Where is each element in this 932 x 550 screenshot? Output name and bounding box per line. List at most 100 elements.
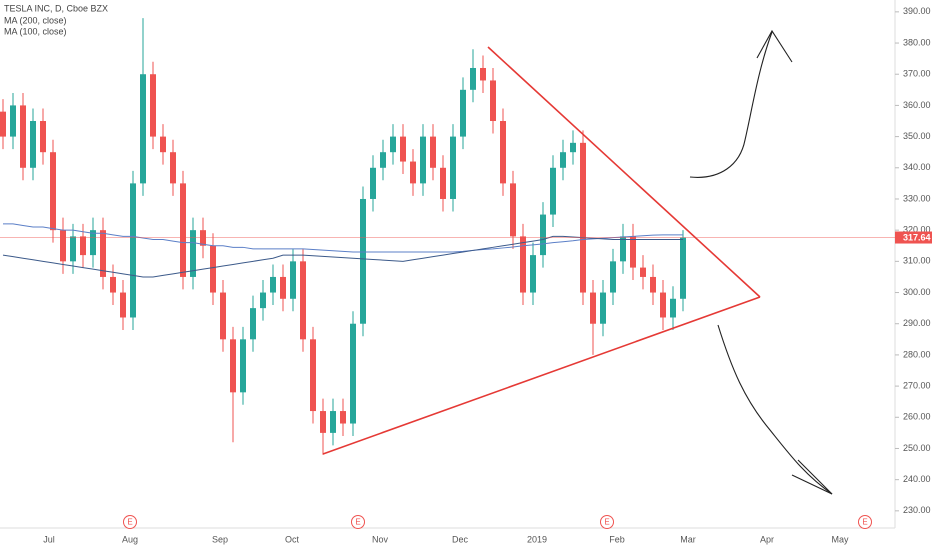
y-tick-label: 340.00 [903,162,931,172]
candle-body [140,74,146,184]
moving-average [2,235,683,278]
x-tick-label: Dec [452,534,469,544]
candle-body [0,111,6,137]
legend-entry: MA (100, close) [4,26,67,36]
candle-body [610,261,616,293]
y-tick-label: 390.00 [903,6,931,16]
candle-body [220,292,226,340]
candle-body [430,136,436,168]
candle-body [580,142,586,293]
legend: TESLA INC, D, Cboe BZX MA (200, close) M… [4,3,108,36]
earnings-label: E [862,518,867,527]
y-tick-label: 330.00 [903,193,931,203]
chart-title: TESLA INC, D, Cboe BZX [4,3,108,13]
candle-body [10,105,16,137]
candle-body [640,267,646,277]
earnings-badge [123,515,137,529]
legend-entry: MA (200, close) [4,15,67,25]
x-tick-label: Feb [609,534,625,544]
y-tick-label: 240.00 [903,474,931,484]
x-tick-label: Nov [372,534,389,544]
candle-body [210,245,216,293]
candle-body [190,230,196,277]
candle-body [300,261,306,340]
hand-arrow-head [791,459,833,495]
last-price-box [895,231,932,244]
candle-body [620,236,626,262]
earnings-label: E [604,518,609,527]
y-tick-label: 230.00 [903,505,931,515]
candle-body [420,136,426,184]
candle-body [530,255,536,293]
candle-body [360,198,366,324]
candle-body [260,292,266,309]
last-price-label: 317.64 [903,232,931,242]
candle-body [250,308,256,340]
y-tick-label: 360.00 [903,100,931,110]
candle-body [240,339,246,393]
candle-body [30,121,36,168]
candle-body [560,152,566,168]
candle-body [510,183,516,237]
plot [0,18,895,455]
candle-body [330,411,336,433]
candle-body [500,121,506,184]
candle-body [290,261,296,299]
candle-body [650,276,656,293]
candle-body [400,136,406,162]
candle-body [150,74,156,137]
candle-body [270,276,276,293]
earnings-badge [600,515,614,529]
earnings-badge [351,515,365,529]
y-tick-label: 380.00 [903,37,931,47]
candle-body [590,292,596,324]
candle-body [380,152,386,168]
y-tick-label: 320.00 [903,225,931,235]
trend-line [322,296,761,455]
y-tick-label: 350.00 [903,131,931,141]
candle-body [230,339,236,393]
candle-body [40,121,46,153]
y-tick-label: 300.00 [903,287,931,297]
x-tick-label: Jul [43,534,55,544]
candle-body [480,67,486,81]
x-tick-label: Aug [122,534,138,544]
y-tick-label: 280.00 [903,349,931,359]
candle-body [550,167,556,215]
x-tick-label: May [831,534,849,544]
candle-body [110,276,116,293]
x-tick-label: 2019 [527,534,547,544]
candle-body [60,230,66,262]
candle-body [410,161,416,184]
candle-body [200,230,206,246]
candle-body [80,236,86,256]
candle-body [570,142,576,153]
x-tick-label: Sep [212,534,228,544]
moving-average [3,223,683,253]
candle-body [600,292,606,324]
candle-body [310,339,316,412]
y-tick-label: 260.00 [903,412,931,422]
candle-body [340,411,346,424]
candle-body [460,89,466,137]
candle-body [350,323,356,424]
drawings [322,29,833,495]
candle-body [180,183,186,277]
candle-body [440,167,446,199]
x-tick-label: Mar [680,534,696,544]
candle-body [520,236,526,293]
earnings-label: E [127,518,132,527]
candle-body [630,236,636,268]
candle-body [660,292,666,318]
earnings-badge [858,515,872,529]
candle-body [120,292,126,318]
candle-body [170,152,176,184]
candle-body [50,152,56,231]
y-tick-label: 370.00 [903,69,931,79]
earnings-label: E [355,518,360,527]
candle-body [20,105,26,168]
candle-body [680,237,686,299]
hand-arrow [717,324,833,495]
candle-body [490,80,496,122]
